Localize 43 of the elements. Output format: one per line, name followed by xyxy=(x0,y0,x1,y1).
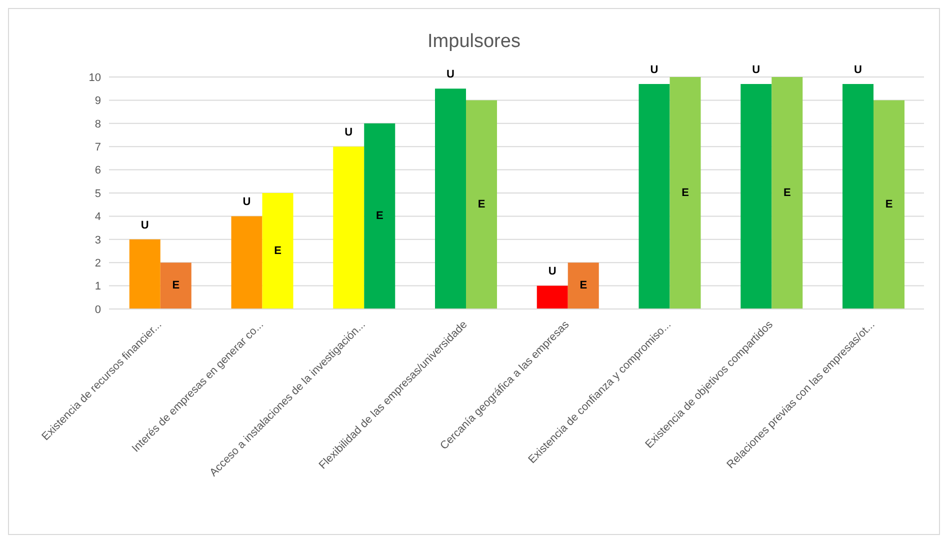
data-label: E xyxy=(885,198,893,211)
bar xyxy=(160,262,192,309)
data-label: U xyxy=(344,126,353,139)
data-label: U xyxy=(854,64,862,76)
data-label: E xyxy=(580,280,588,292)
data-label: U xyxy=(446,68,455,81)
bar xyxy=(536,286,568,309)
bar xyxy=(435,88,466,309)
data-label: E xyxy=(376,210,384,222)
bar xyxy=(568,262,599,309)
data-label: E xyxy=(274,244,282,257)
bar xyxy=(740,84,772,309)
y-tick-label: 8 xyxy=(94,118,101,130)
bar xyxy=(670,77,701,309)
bar xyxy=(231,216,262,309)
data-label: U xyxy=(548,266,556,278)
bar xyxy=(333,146,364,309)
bar xyxy=(638,84,670,309)
y-tick-label: 1 xyxy=(94,280,101,293)
y-tick-label: 10 xyxy=(88,72,101,84)
y-tick-label: 6 xyxy=(94,164,101,177)
y-tick-label: 0 xyxy=(94,304,101,316)
data-label: E xyxy=(478,198,486,211)
chart-title: Impulsores xyxy=(426,31,522,53)
data-label: U xyxy=(242,196,251,208)
y-tick-label: 5 xyxy=(94,188,101,200)
y-tick-label: 2 xyxy=(94,258,101,270)
bar xyxy=(466,100,497,309)
y-tick-label: 4 xyxy=(94,211,101,224)
y-tick-label: 7 xyxy=(94,142,101,154)
data-label: U xyxy=(752,64,760,76)
y-tick-label: 9 xyxy=(94,95,101,108)
data-label: U xyxy=(140,219,149,232)
bar xyxy=(842,84,874,309)
bar xyxy=(874,100,904,309)
bar xyxy=(772,77,803,309)
y-tick-label: 3 xyxy=(94,234,101,246)
bar xyxy=(129,239,160,309)
data-label: U xyxy=(650,64,658,76)
data-label: E xyxy=(682,186,689,199)
data-label: E xyxy=(783,186,791,199)
data-label: E xyxy=(172,280,180,292)
bar xyxy=(262,193,294,309)
